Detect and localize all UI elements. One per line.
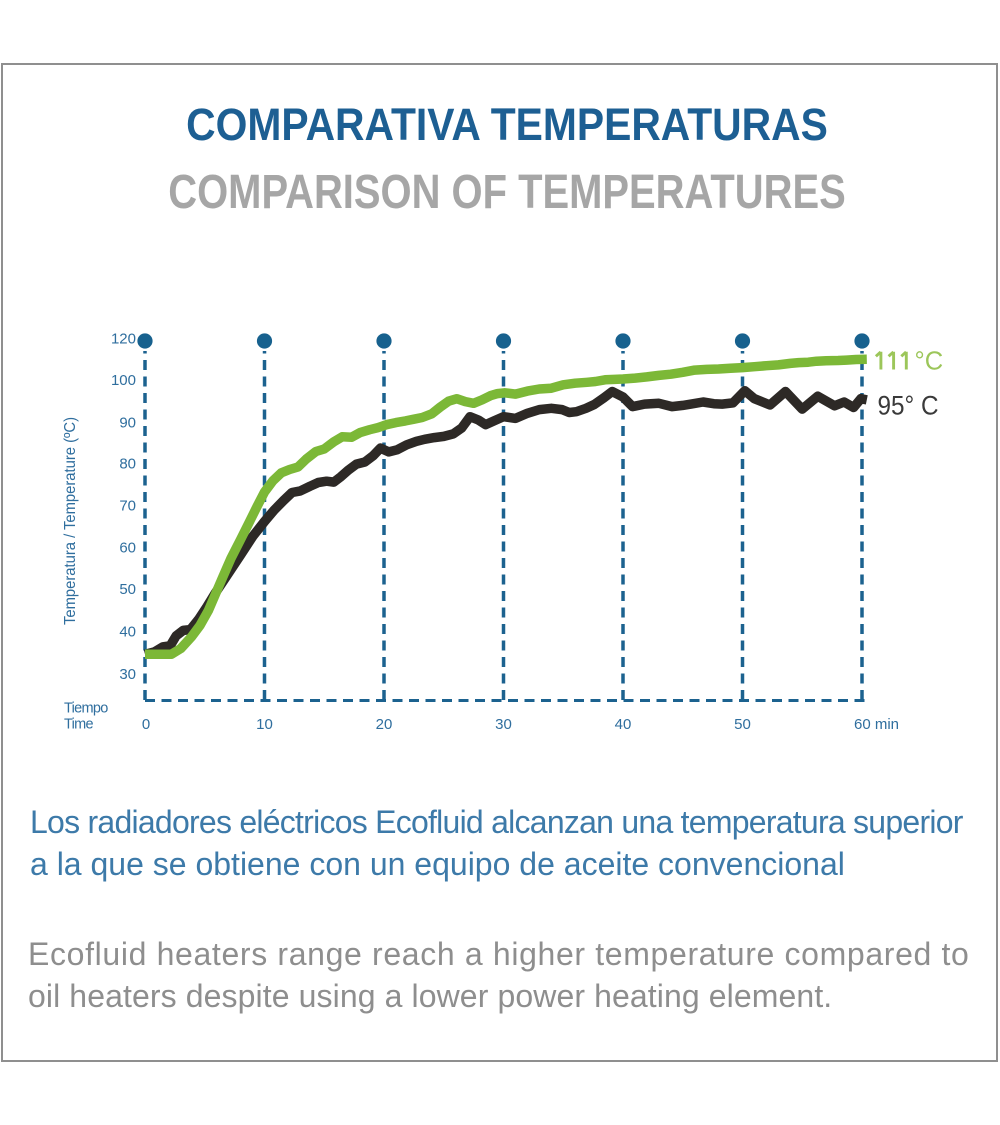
svg-text:95° C: 95° C <box>878 391 939 421</box>
svg-text:60 min: 60 min <box>854 716 899 733</box>
svg-text:70: 70 <box>119 497 136 514</box>
svg-text:30: 30 <box>495 716 512 733</box>
svg-text:20: 20 <box>376 716 393 733</box>
svg-text:40: 40 <box>615 716 632 733</box>
svg-text:Tiempo: Tiempo <box>64 701 108 717</box>
svg-text:100: 100 <box>111 372 136 389</box>
svg-text:10: 10 <box>256 716 273 733</box>
svg-text:50: 50 <box>119 581 136 598</box>
svg-text:80: 80 <box>119 455 136 472</box>
svg-text:°C: °C <box>915 348 944 376</box>
svg-text:60: 60 <box>119 539 136 556</box>
svg-text:30: 30 <box>119 666 136 683</box>
svg-text:120: 120 <box>111 331 136 348</box>
svg-text:40: 40 <box>119 624 136 641</box>
svg-text:Temperatura / Temperature (ºC): Temperatura / Temperature (ºC) <box>62 417 79 625</box>
svg-text:Time: Time <box>64 717 94 733</box>
svg-text:50: 50 <box>734 716 751 733</box>
svg-text:90: 90 <box>119 414 136 431</box>
svg-text:0: 0 <box>142 716 150 733</box>
